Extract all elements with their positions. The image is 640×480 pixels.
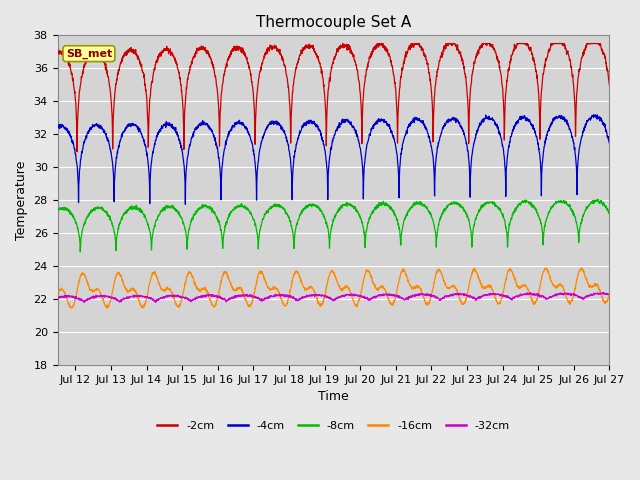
Text: SB_met: SB_met	[66, 48, 112, 59]
Title: Thermocouple Set A: Thermocouple Set A	[256, 15, 411, 30]
X-axis label: Time: Time	[318, 390, 349, 403]
Y-axis label: Temperature: Temperature	[15, 160, 28, 240]
Legend: -2cm, -4cm, -8cm, -16cm, -32cm: -2cm, -4cm, -8cm, -16cm, -32cm	[153, 417, 514, 435]
